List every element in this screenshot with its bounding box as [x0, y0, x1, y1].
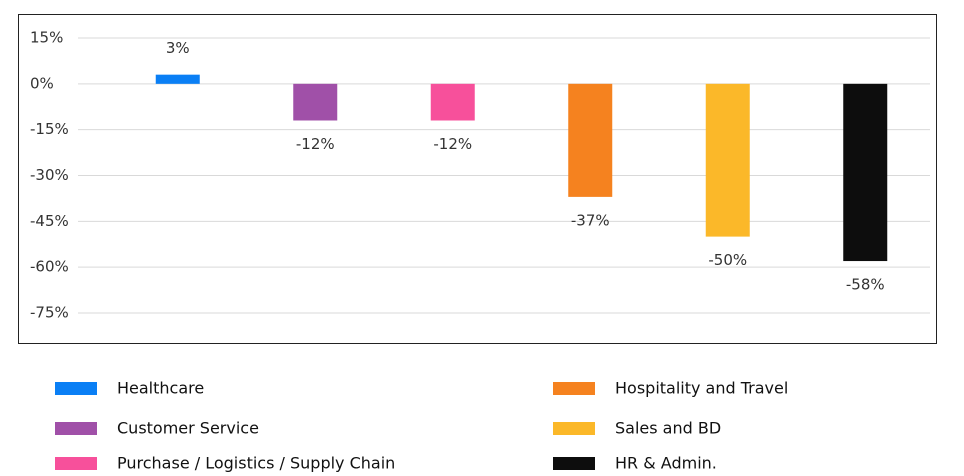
bar	[293, 83, 338, 121]
data-label: 3%	[166, 39, 190, 57]
legend-swatch	[55, 457, 97, 470]
chart-frame	[18, 14, 937, 344]
legend-label: Hospitality and Travel	[615, 379, 788, 398]
legend-swatch	[55, 422, 97, 435]
legend-swatch	[553, 382, 595, 395]
data-label: -12%	[433, 135, 472, 153]
bar	[705, 83, 750, 237]
y-tick-label: -45%	[30, 212, 69, 230]
legend-label: Healthcare	[117, 379, 204, 398]
legend-swatch	[553, 422, 595, 435]
legend-label: Customer Service	[117, 419, 259, 438]
legend-swatch	[553, 457, 595, 470]
legend-swatch	[55, 382, 97, 395]
legend-label: Purchase / Logistics / Supply Chain	[117, 454, 395, 473]
data-label: -37%	[571, 211, 610, 229]
data-label: -12%	[296, 135, 335, 153]
y-tick-label: -30%	[30, 166, 69, 184]
y-tick-label: -15%	[30, 120, 69, 138]
data-label: -58%	[846, 276, 885, 294]
bar	[568, 83, 613, 197]
y-tick-label: -60%	[30, 258, 69, 276]
legend-label: Sales and BD	[615, 419, 721, 438]
bar	[843, 83, 888, 262]
data-label: -50%	[708, 251, 747, 269]
bar	[155, 74, 200, 84]
y-tick-label: 0%	[30, 74, 54, 92]
y-tick-label: 15%	[30, 29, 63, 47]
y-tick-label: -75%	[30, 304, 69, 322]
bar	[430, 83, 475, 121]
legend-label: HR & Admin.	[615, 454, 717, 473]
